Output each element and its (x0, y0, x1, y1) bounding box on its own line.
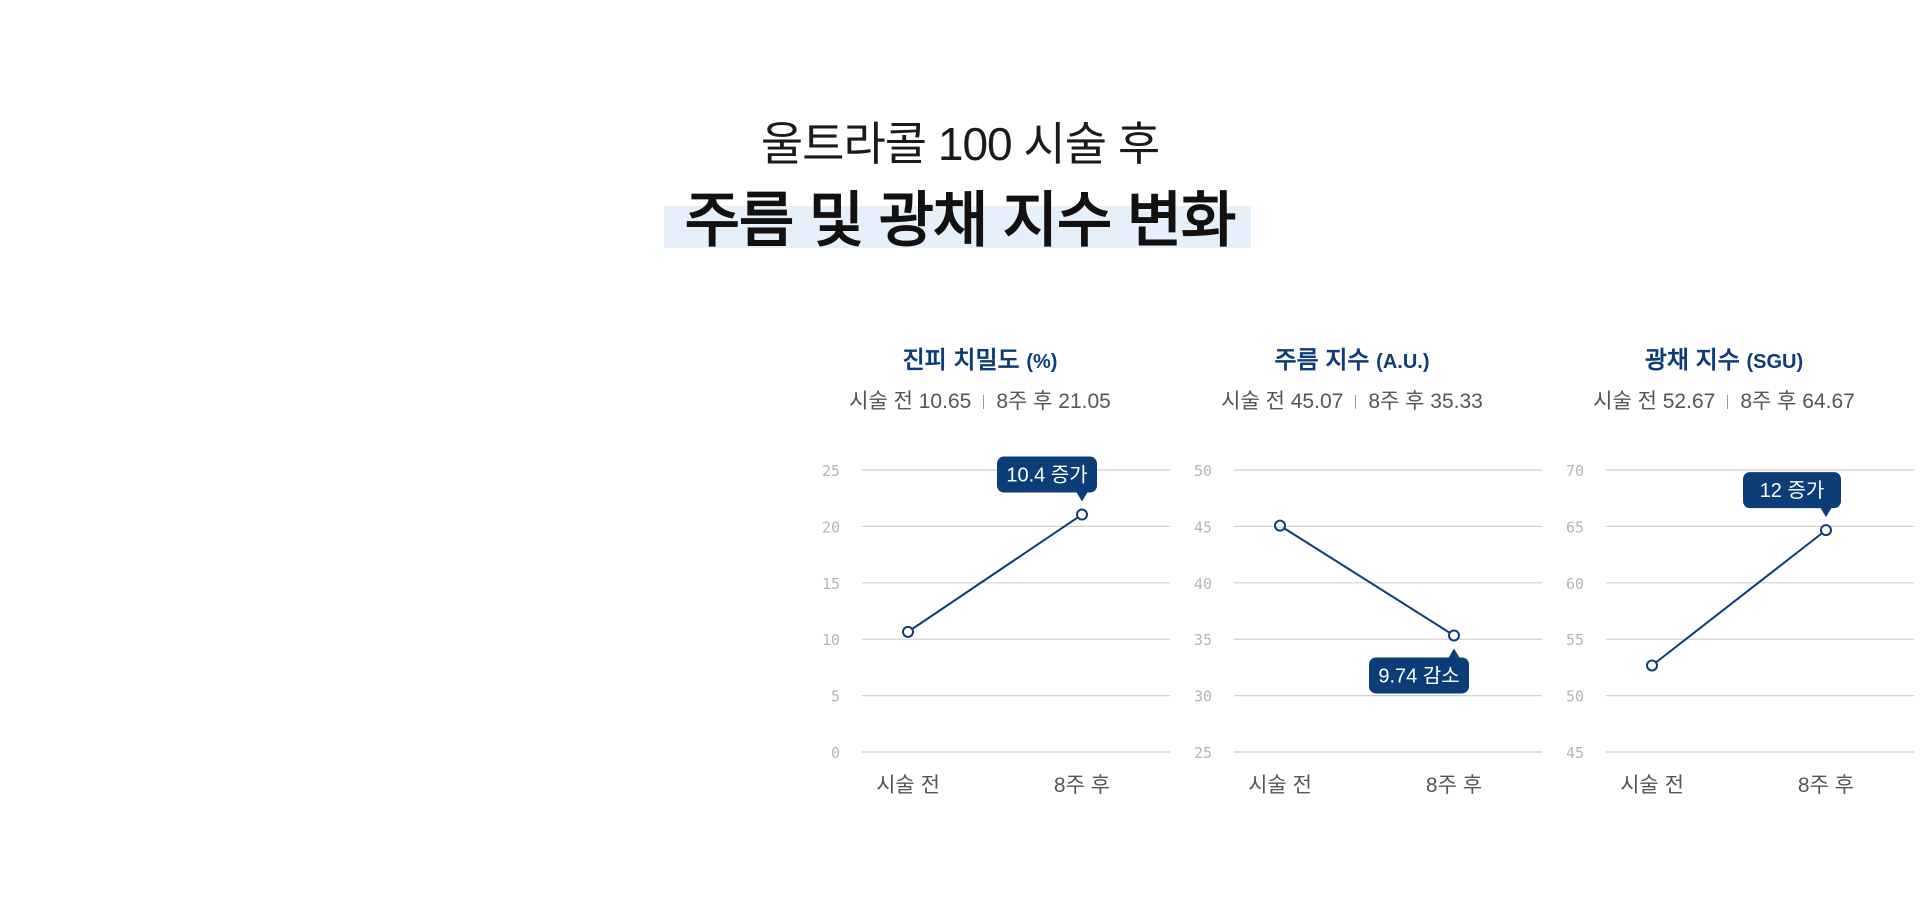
summary-separator (983, 395, 985, 409)
annotation-label: 10.4 증가 (1006, 464, 1087, 487)
series-line (1279, 524, 1455, 637)
y-tick-label: 0 (831, 744, 840, 762)
x-tick-label: 시술 전 (876, 774, 940, 797)
annotation-label: 12 증가 (1760, 479, 1825, 502)
annotation-label: 9.74 감소 (1378, 664, 1459, 687)
annotation-pointer (1820, 507, 1832, 518)
annotation-pointer (1076, 491, 1088, 502)
x-tick-label: 시술 전 (1248, 774, 1312, 797)
annotation-box (997, 456, 1097, 493)
chart-radiance-index: 광채 지수 (SGU) 시술 전 52.67 8주 후 64.67 45 50 55 6… (1534, 340, 1914, 820)
chart-title: 진피 치밀도 (%) (790, 340, 1170, 375)
summary-after: 8주 후 35.33 (1368, 390, 1483, 413)
annotation-callout: 12 증가 (1743, 472, 1841, 518)
data-point (1274, 519, 1286, 532)
y-tick-label: 70 (1566, 462, 1584, 480)
page-title: 주름 및 광채 지수 변화 (684, 187, 1236, 254)
annotation-box (1369, 657, 1469, 694)
y-tick-label: 60 (1566, 575, 1584, 593)
data-point (902, 625, 914, 638)
chart-title-text: 주름 지수 (1274, 347, 1370, 374)
x-tick-label: 8주 후 (1426, 774, 1482, 797)
chart-dermis-density: 진피 치밀도 (%) 시술 전 10.65 8주 후 21.05 0 5 10 15 20… (790, 340, 1170, 820)
chart-wrinkle-index: 주름 지수 (A.U.) 시술 전 45.07 8주 후 35.33 25 30 35… (1162, 340, 1542, 820)
data-point (1076, 508, 1088, 521)
y-tick-label: 50 (1194, 462, 1212, 480)
chart-title: 주름 지수 (A.U.) (1162, 340, 1542, 375)
line-plot: 45 50 55 60 65 70 시술 전 8주 후 12 증가 (1566, 462, 1914, 797)
data-point (1448, 629, 1460, 642)
summary-after: 8주 후 64.67 (1740, 390, 1855, 413)
chart-title-unit: (A.U.) (1376, 351, 1430, 373)
y-tick-label: 35 (1194, 631, 1212, 649)
annotation-box (1743, 472, 1841, 509)
summary-separator (1727, 395, 1729, 409)
chart-summary: 시술 전 52.67 8주 후 64.67 (1534, 385, 1914, 415)
chart-summary: 시술 전 10.65 8주 후 21.05 (790, 385, 1170, 415)
chart-title-text: 광채 지수 (1644, 347, 1740, 374)
summary-before: 시술 전 52.67 (1593, 390, 1716, 413)
summary-separator (1355, 395, 1357, 409)
chart-title-unit: (SGU) (1746, 351, 1804, 373)
y-tick-label: 10 (822, 631, 840, 649)
chart-title: 광채 지수 (SGU) (1534, 340, 1914, 375)
summary-before: 시술 전 45.07 (1221, 390, 1344, 413)
x-tick-label: 8주 후 (1798, 774, 1854, 797)
series-line (907, 513, 1083, 633)
title-highlight (664, 206, 1251, 248)
y-tick-label: 65 (1566, 518, 1584, 536)
y-tick-label: 20 (822, 518, 840, 536)
y-tick-label: 30 (1194, 688, 1212, 706)
chart-summary: 시술 전 45.07 8주 후 35.33 (1162, 385, 1542, 415)
y-tick-label: 25 (822, 462, 840, 480)
y-tick-label: 55 (1566, 631, 1584, 649)
y-tick-label: 40 (1194, 575, 1212, 593)
chart-title-unit: (%) (1026, 351, 1058, 373)
y-tick-label: 45 (1194, 518, 1212, 536)
annotation-callout: 9.74 감소 (1369, 648, 1469, 694)
line-plot: 25 30 35 40 45 50 시술 전 8주 후 9.74 감소 (1194, 462, 1542, 797)
series-line (1651, 529, 1827, 667)
summary-before: 시술 전 10.65 (849, 390, 972, 413)
y-tick-label: 5 (831, 688, 840, 706)
annotation-callout: 10.4 증가 (997, 456, 1097, 502)
y-tick-label: 50 (1566, 688, 1584, 706)
line-plot: 0 5 10 15 20 25 시술 전 8주 후 10.4 증가 (822, 456, 1170, 797)
summary-after: 8주 후 21.05 (996, 390, 1111, 413)
chart-title-text: 진피 치밀도 (902, 347, 1020, 374)
annotation-pointer (1448, 648, 1460, 659)
x-tick-label: 시술 전 (1620, 774, 1684, 797)
data-point (1646, 659, 1658, 672)
page-subtitle: 울트라콜 100 시술 후 (760, 118, 1160, 170)
data-point (1820, 524, 1832, 537)
y-tick-label: 45 (1566, 744, 1584, 762)
y-tick-label: 15 (822, 575, 840, 593)
x-tick-label: 8주 후 (1054, 774, 1110, 797)
y-tick-label: 25 (1194, 744, 1212, 762)
